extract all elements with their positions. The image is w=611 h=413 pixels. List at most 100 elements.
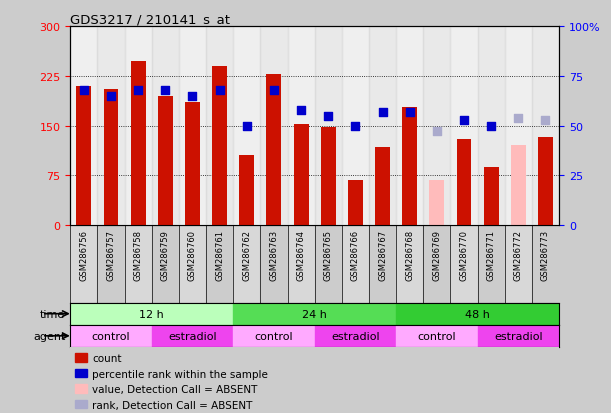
Text: GSM286758: GSM286758 xyxy=(134,230,142,280)
Point xyxy=(161,87,170,94)
Point xyxy=(432,129,442,135)
Text: control: control xyxy=(255,331,293,341)
Point xyxy=(79,87,89,94)
Bar xyxy=(240,156,254,225)
Point xyxy=(541,117,551,123)
Bar xyxy=(315,325,396,347)
Text: GSM286757: GSM286757 xyxy=(106,230,115,280)
Bar xyxy=(288,27,315,225)
Bar xyxy=(206,27,233,225)
Bar xyxy=(342,225,369,303)
Bar xyxy=(70,303,233,325)
Point xyxy=(106,93,116,100)
Bar xyxy=(423,225,450,303)
Point xyxy=(214,87,224,94)
Bar xyxy=(375,147,390,225)
Point xyxy=(513,115,523,121)
Bar xyxy=(478,27,505,225)
Bar xyxy=(125,225,152,303)
Point xyxy=(133,87,143,94)
Bar xyxy=(75,400,87,408)
Text: GSM286761: GSM286761 xyxy=(215,230,224,280)
Point xyxy=(486,123,496,130)
Text: GSM286765: GSM286765 xyxy=(324,230,333,280)
Text: GDS3217 / 210141_s_at: GDS3217 / 210141_s_at xyxy=(70,13,230,26)
Bar xyxy=(75,369,87,377)
Text: GSM286768: GSM286768 xyxy=(405,230,414,280)
Point xyxy=(269,87,279,94)
Bar xyxy=(315,27,342,225)
Bar xyxy=(538,138,553,225)
Bar xyxy=(478,325,559,347)
Point xyxy=(323,113,333,120)
Bar xyxy=(369,27,396,225)
Bar xyxy=(402,108,417,225)
Bar xyxy=(342,27,369,225)
Text: GSM286762: GSM286762 xyxy=(243,230,251,280)
Bar xyxy=(70,27,97,225)
Text: GSM286764: GSM286764 xyxy=(296,230,306,280)
Bar xyxy=(233,27,260,225)
Bar xyxy=(152,225,179,303)
Text: 24 h: 24 h xyxy=(302,309,327,319)
Text: GSM286767: GSM286767 xyxy=(378,230,387,280)
Bar xyxy=(511,146,526,225)
Bar xyxy=(505,225,532,303)
Bar xyxy=(75,353,87,362)
Bar xyxy=(266,75,282,225)
Bar xyxy=(396,325,478,347)
Point xyxy=(405,109,415,116)
Point xyxy=(378,109,387,116)
Bar xyxy=(158,96,173,225)
Bar xyxy=(179,27,206,225)
Bar xyxy=(185,103,200,225)
Bar xyxy=(505,27,532,225)
Bar xyxy=(321,128,335,225)
Text: GSM286770: GSM286770 xyxy=(459,230,469,280)
Text: GSM286756: GSM286756 xyxy=(79,230,89,280)
Text: estradiol: estradiol xyxy=(168,331,217,341)
Text: time: time xyxy=(40,309,65,319)
Text: 12 h: 12 h xyxy=(139,309,164,319)
Bar xyxy=(294,125,309,225)
Bar xyxy=(484,167,499,225)
Point xyxy=(296,107,306,114)
Text: value, Detection Call = ABSENT: value, Detection Call = ABSENT xyxy=(92,384,258,394)
Bar xyxy=(103,90,119,225)
Bar xyxy=(233,303,396,325)
Bar xyxy=(76,86,91,225)
Bar xyxy=(212,66,227,225)
Text: rank, Detection Call = ABSENT: rank, Detection Call = ABSENT xyxy=(92,399,252,410)
Bar xyxy=(131,62,145,225)
Bar xyxy=(75,384,87,393)
Text: GSM286772: GSM286772 xyxy=(514,230,523,280)
Bar xyxy=(70,225,97,303)
Text: GSM286769: GSM286769 xyxy=(433,230,441,280)
Bar xyxy=(125,27,152,225)
Point xyxy=(188,93,197,100)
Bar xyxy=(478,225,505,303)
Point xyxy=(242,123,252,130)
Bar xyxy=(260,225,288,303)
Bar xyxy=(233,325,315,347)
Text: GSM286760: GSM286760 xyxy=(188,230,197,280)
Bar xyxy=(152,27,179,225)
Bar xyxy=(396,225,423,303)
Bar xyxy=(233,225,260,303)
Text: control: control xyxy=(417,331,456,341)
Text: percentile rank within the sample: percentile rank within the sample xyxy=(92,369,268,379)
Text: count: count xyxy=(92,353,122,363)
Text: estradiol: estradiol xyxy=(494,331,543,341)
Bar xyxy=(450,225,478,303)
Text: GSM286759: GSM286759 xyxy=(161,230,170,280)
Text: GSM286766: GSM286766 xyxy=(351,230,360,280)
Text: 48 h: 48 h xyxy=(465,309,490,319)
Bar xyxy=(430,180,444,225)
Text: agent: agent xyxy=(33,331,65,341)
Bar xyxy=(97,27,125,225)
Bar xyxy=(70,325,152,347)
Text: GSM286763: GSM286763 xyxy=(269,230,279,280)
Bar xyxy=(456,140,472,225)
Point xyxy=(459,117,469,123)
Point xyxy=(351,123,360,130)
